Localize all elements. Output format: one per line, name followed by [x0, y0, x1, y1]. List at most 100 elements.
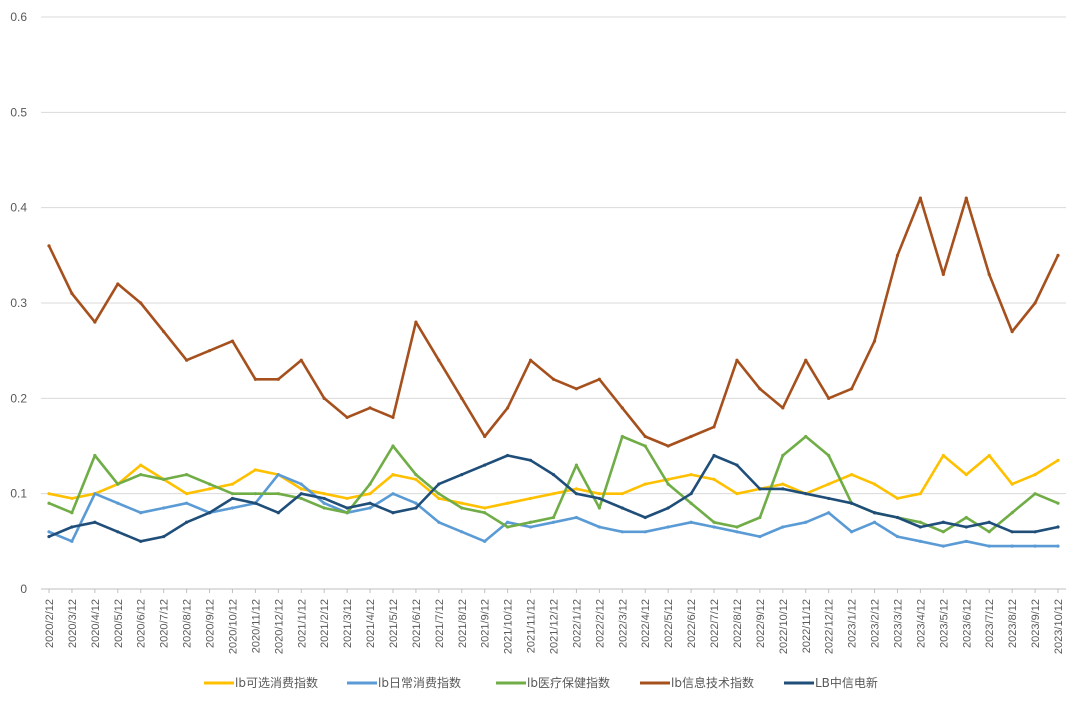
- x-tick-label: 2021/9/12: [480, 599, 492, 648]
- x-tick-label: 2021/8/12: [457, 599, 469, 648]
- data-point: [872, 339, 877, 343]
- data-point: [804, 358, 808, 362]
- data-point: [1010, 544, 1014, 548]
- data-point: [666, 477, 670, 481]
- data-point: [483, 506, 487, 510]
- x-tick-label: 2021/5/12: [388, 599, 400, 648]
- data-point: [551, 520, 556, 524]
- data-point: [964, 473, 968, 477]
- data-point: [941, 520, 945, 524]
- data-point: [116, 482, 120, 486]
- x-tick-label: 2021/2/12: [319, 599, 331, 648]
- data-point: [345, 506, 349, 510]
- data-point: [827, 453, 831, 458]
- data-point: [643, 434, 647, 439]
- data-point: [230, 506, 235, 510]
- data-point: [414, 506, 418, 510]
- x-tick-label: 2022/7/12: [709, 599, 721, 648]
- data-point: [414, 501, 418, 505]
- data-point: [1056, 544, 1060, 548]
- y-tick-label: 0: [20, 582, 27, 596]
- data-point: [574, 515, 579, 520]
- data-point: [872, 511, 877, 515]
- data-point: [70, 291, 74, 296]
- data-point: [483, 434, 487, 439]
- data-point: [506, 406, 510, 410]
- x-axis: 2020/2/12 2020/3/12 2020/4/12 2020/5/12 2020…: [41, 588, 1066, 654]
- data-point: [872, 520, 877, 524]
- data-point: [116, 282, 120, 286]
- y-tick-label: 0.5: [10, 105, 27, 119]
- data-point: [827, 396, 831, 400]
- data-point: [276, 473, 280, 477]
- data-point: [139, 463, 143, 467]
- data-point: [620, 506, 624, 510]
- data-point: [184, 501, 189, 505]
- data-point: [93, 453, 97, 458]
- data-point: [368, 406, 372, 410]
- data-point: [758, 534, 762, 539]
- data-point: [758, 487, 762, 491]
- y-tick-label: 0.4: [10, 201, 27, 215]
- series-3: [47, 196, 1060, 448]
- data-point: [758, 515, 762, 520]
- data-point: [964, 196, 968, 200]
- x-tick-label: 2022/10/12: [778, 599, 790, 654]
- data-point: [162, 534, 166, 539]
- legend-item: lb信息技术指数: [640, 675, 754, 690]
- data-point: [689, 520, 693, 524]
- data-point: [139, 473, 143, 477]
- data-point: [391, 492, 395, 496]
- data-point: [345, 415, 349, 419]
- legend-label: LB中信电新: [815, 675, 878, 690]
- data-point: [506, 520, 510, 524]
- data-point: [70, 525, 74, 529]
- data-point: [116, 530, 120, 534]
- data-point: [93, 492, 97, 496]
- data-point: [414, 473, 418, 477]
- data-point: [299, 482, 303, 486]
- data-point: [597, 492, 601, 496]
- data-point: [850, 501, 854, 505]
- data-point: [368, 506, 372, 510]
- data-point: [781, 406, 785, 410]
- legend: lb可选消费指数 lb日常消费指数 lb医疗保健指数 lb信息技术指数 LB中信电新: [204, 675, 878, 690]
- x-tick-label: 2020/8/12: [182, 599, 194, 648]
- data-point: [460, 501, 464, 505]
- data-point: [918, 196, 923, 200]
- data-point: [620, 406, 624, 410]
- data-point: [574, 492, 579, 496]
- data-point: [368, 501, 372, 505]
- data-point: [368, 482, 372, 486]
- x-tick-label: 2020/11/12: [250, 599, 262, 653]
- data-point: [437, 492, 441, 496]
- data-point: [574, 487, 579, 491]
- data-point: [712, 520, 716, 524]
- data-point: [964, 525, 968, 529]
- x-tick-label: 2023/8/12: [1007, 599, 1019, 648]
- gridlines: [41, 16, 1066, 590]
- data-point: [299, 496, 303, 501]
- data-point: [804, 520, 808, 524]
- series-1: [47, 473, 1060, 548]
- data-point: [230, 492, 235, 496]
- data-point: [47, 530, 51, 534]
- data-point: [987, 520, 991, 524]
- data-point: [781, 525, 785, 529]
- series-line: [47, 454, 1060, 510]
- data-point: [689, 434, 693, 439]
- data-point: [643, 444, 647, 448]
- data-point: [368, 492, 372, 496]
- x-tick-label: 2023/5/12: [938, 599, 950, 648]
- x-tick-label: 2022/11/12: [801, 599, 813, 653]
- x-tick-label: 2020/9/12: [205, 599, 217, 648]
- data-point: [597, 525, 601, 529]
- data-point: [1010, 530, 1014, 534]
- data-point: [1056, 525, 1060, 529]
- data-point: [391, 511, 395, 515]
- data-point: [184, 473, 189, 477]
- data-point: [735, 530, 739, 534]
- data-point: [506, 501, 510, 505]
- series-4: [47, 453, 1060, 543]
- legend-label: lb医疗保健指数: [527, 675, 610, 690]
